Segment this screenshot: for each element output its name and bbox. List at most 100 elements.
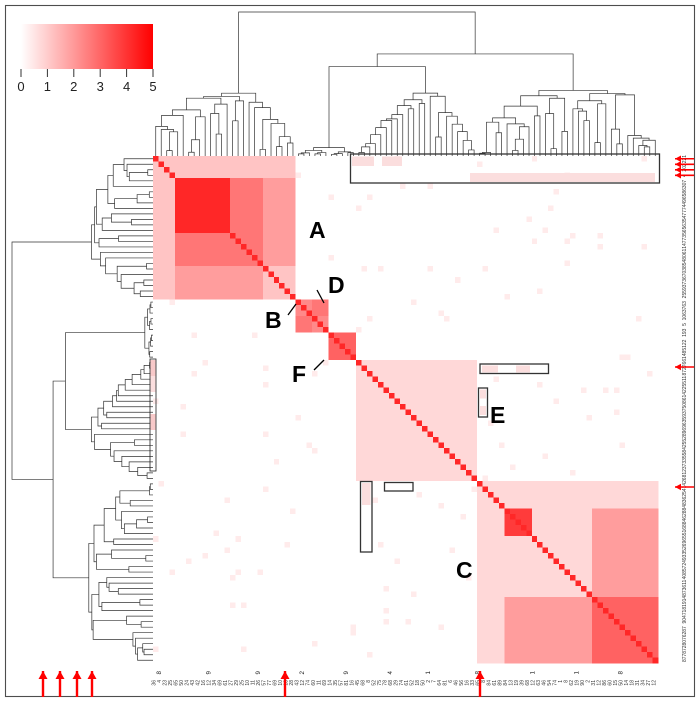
- svg-text:11: 11: [682, 579, 688, 584]
- svg-text:1: 1: [529, 670, 536, 674]
- svg-text:11: 11: [682, 376, 688, 381]
- svg-text:66: 66: [682, 359, 688, 365]
- svg-text:84: 84: [682, 447, 688, 453]
- svg-text:1: 1: [425, 670, 432, 674]
- svg-text:18: 18: [682, 607, 688, 613]
- svg-text:86: 86: [682, 188, 688, 194]
- svg-text:12: 12: [682, 342, 688, 348]
- svg-text:55: 55: [682, 381, 688, 387]
- svg-text:54: 54: [682, 259, 688, 265]
- svg-text:10: 10: [682, 315, 688, 321]
- svg-text:70: 70: [682, 270, 688, 276]
- svg-text:F: F: [292, 361, 306, 387]
- svg-text:72: 72: [682, 645, 688, 651]
- svg-text:19: 19: [682, 331, 688, 337]
- svg-text:69: 69: [682, 541, 688, 547]
- svg-text:12: 12: [682, 469, 688, 475]
- svg-text:A: A: [309, 217, 326, 243]
- svg-text:7: 7: [682, 180, 688, 183]
- svg-text:59: 59: [682, 414, 688, 420]
- svg-text:63: 63: [682, 309, 688, 315]
- svg-text:68: 68: [682, 474, 688, 480]
- svg-text:5: 5: [682, 323, 688, 326]
- svg-text:3: 3: [682, 301, 688, 304]
- svg-text:14: 14: [682, 596, 688, 602]
- svg-text:33: 33: [682, 458, 688, 464]
- svg-text:3: 3: [682, 328, 688, 331]
- svg-text:28: 28: [682, 629, 688, 635]
- svg-text:65: 65: [682, 226, 688, 232]
- svg-text:90: 90: [682, 618, 688, 624]
- svg-text:72: 72: [682, 563, 688, 569]
- svg-text:37: 37: [682, 463, 688, 469]
- svg-text:1: 1: [44, 79, 51, 94]
- svg-text:36: 36: [682, 585, 688, 591]
- svg-text:22: 22: [682, 386, 688, 392]
- svg-text:85: 85: [682, 348, 688, 354]
- svg-text:77: 77: [682, 210, 688, 216]
- svg-text:42: 42: [682, 480, 688, 486]
- svg-text:33: 33: [682, 552, 688, 558]
- svg-text:8: 8: [156, 670, 163, 674]
- svg-text:80: 80: [682, 254, 688, 260]
- svg-text:54: 54: [682, 215, 688, 221]
- svg-text:40: 40: [682, 574, 688, 580]
- svg-text:7: 7: [682, 626, 688, 629]
- svg-text:B: B: [265, 307, 282, 333]
- svg-text:30: 30: [682, 182, 688, 188]
- svg-text:9: 9: [255, 670, 262, 674]
- svg-text:3: 3: [97, 79, 104, 94]
- svg-text:77: 77: [682, 237, 688, 243]
- svg-text:86: 86: [682, 397, 688, 403]
- svg-text:E: E: [490, 402, 505, 428]
- svg-text:47: 47: [682, 612, 688, 618]
- svg-text:4: 4: [123, 79, 130, 94]
- svg-text:38: 38: [682, 265, 688, 271]
- svg-text:14: 14: [682, 353, 688, 359]
- svg-text:4: 4: [387, 670, 394, 674]
- svg-text:25: 25: [682, 293, 688, 299]
- svg-text:63: 63: [682, 419, 688, 425]
- svg-text:84: 84: [682, 518, 688, 524]
- svg-text:87: 87: [682, 590, 688, 596]
- svg-text:5: 5: [149, 79, 156, 94]
- svg-text:78: 78: [682, 651, 688, 657]
- svg-text:69: 69: [682, 425, 688, 431]
- svg-text:76: 76: [682, 304, 688, 310]
- svg-text:22: 22: [682, 160, 688, 166]
- svg-text:8: 8: [617, 670, 624, 674]
- svg-text:88: 88: [682, 507, 688, 513]
- svg-text:37: 37: [682, 408, 688, 414]
- svg-text:55: 55: [682, 452, 688, 458]
- svg-text:D: D: [328, 272, 345, 298]
- svg-text:21: 21: [682, 155, 688, 161]
- svg-text:62: 62: [682, 513, 688, 519]
- svg-text:49: 49: [682, 557, 688, 563]
- svg-text:19: 19: [682, 601, 688, 607]
- svg-text:12: 12: [651, 680, 657, 686]
- svg-text:51: 51: [682, 530, 688, 536]
- svg-text:C: C: [456, 557, 473, 583]
- svg-text:48: 48: [682, 502, 688, 508]
- svg-text:65: 65: [682, 193, 688, 199]
- svg-text:85: 85: [682, 568, 688, 574]
- svg-text:50: 50: [682, 403, 688, 409]
- svg-text:0: 0: [17, 79, 24, 94]
- svg-text:1: 1: [573, 670, 580, 674]
- svg-text:74: 74: [682, 204, 688, 210]
- svg-text:87: 87: [682, 370, 688, 376]
- svg-text:2: 2: [70, 79, 77, 94]
- svg-text:25: 25: [682, 441, 688, 447]
- svg-text:36: 36: [682, 496, 688, 502]
- svg-text:87: 87: [682, 656, 688, 662]
- svg-text:63: 63: [682, 221, 688, 227]
- svg-text:9: 9: [343, 670, 350, 674]
- svg-text:52: 52: [682, 546, 688, 552]
- svg-text:37: 37: [682, 282, 688, 288]
- svg-text:36: 36: [682, 276, 688, 282]
- svg-text:49: 49: [682, 199, 688, 205]
- svg-text:61: 61: [682, 248, 688, 254]
- svg-text:65: 65: [682, 535, 688, 541]
- svg-text:68: 68: [682, 524, 688, 530]
- svg-text:89: 89: [682, 430, 688, 436]
